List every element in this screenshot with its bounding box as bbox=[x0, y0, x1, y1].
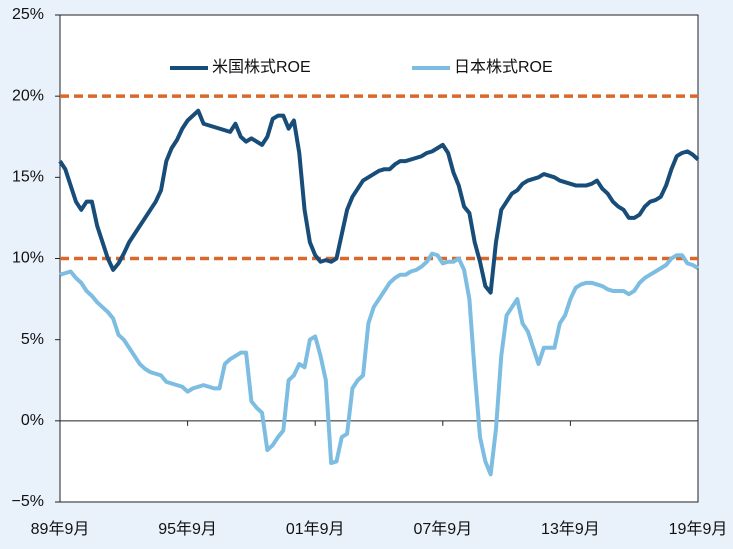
x-tick-label: 19年9月 bbox=[669, 520, 728, 538]
y-tick-label: −5% bbox=[12, 493, 44, 510]
line-series bbox=[58, 108, 700, 295]
y-tick-label: 20% bbox=[12, 87, 44, 104]
legend-label: 米国株式ROE bbox=[212, 58, 311, 76]
x-tick-label: 95年9月 bbox=[158, 520, 217, 538]
x-tick-label: 13年9月 bbox=[541, 520, 600, 538]
y-tick-label: 0% bbox=[21, 412, 44, 429]
legend-label: 日本株式ROE bbox=[454, 58, 553, 76]
x-tick-label: 01年9月 bbox=[286, 520, 345, 538]
y-tick-label: 10% bbox=[12, 250, 44, 267]
x-tick-label: 07年9月 bbox=[413, 520, 472, 538]
y-tick-label: 15% bbox=[12, 169, 44, 186]
y-tick-label: 5% bbox=[21, 331, 44, 348]
plot-area bbox=[59, 14, 699, 503]
y-tick-label: 25% bbox=[12, 6, 44, 23]
line-series bbox=[59, 251, 700, 477]
x-tick-label: 89年9月 bbox=[31, 520, 90, 538]
